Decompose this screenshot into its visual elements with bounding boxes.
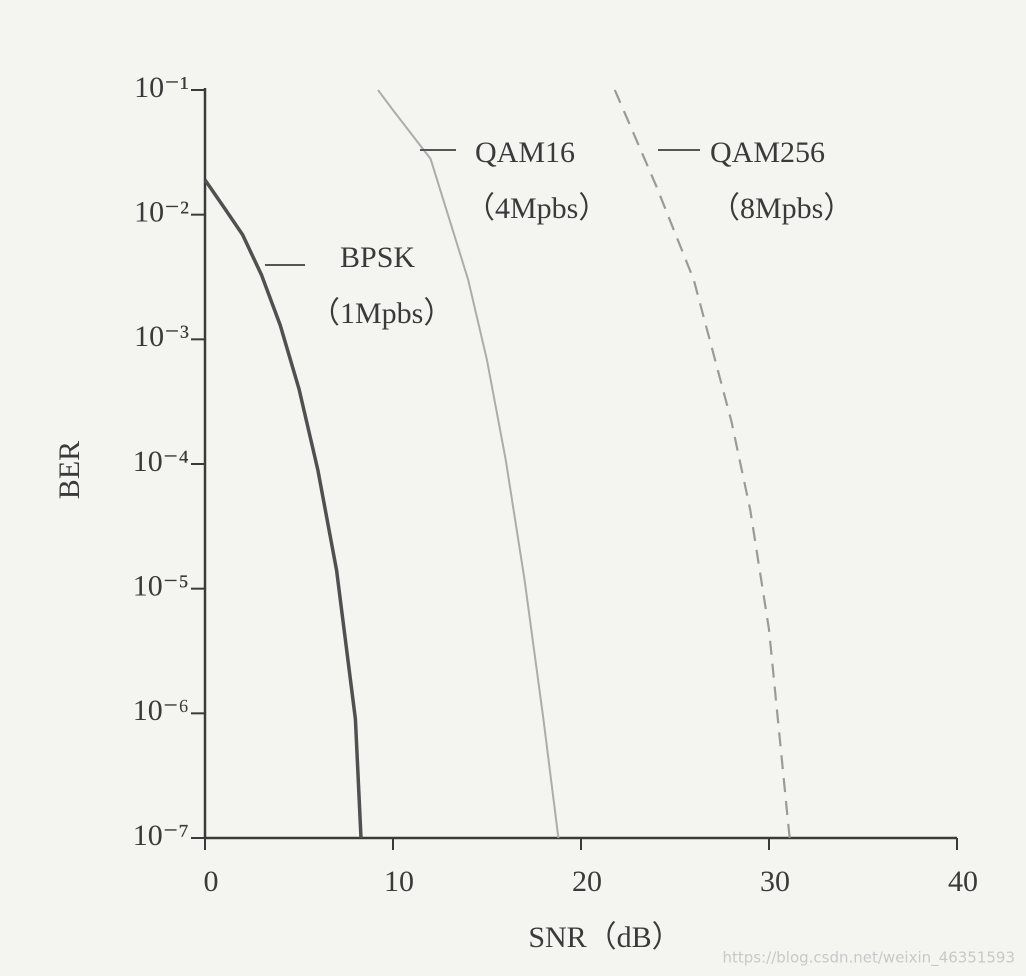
- y-tick-label: 10⁻⁷: [133, 819, 189, 852]
- y-axis-label: BER: [53, 441, 86, 499]
- series-label: QAM256: [710, 136, 825, 169]
- watermark: https://blog.csdn.net/weixin_46351593: [722, 949, 1015, 968]
- x-tick-label: 0: [204, 865, 219, 898]
- series-detail: （1Mpbs）: [310, 297, 453, 330]
- x-tick-label: 30: [760, 865, 790, 898]
- y-tick-label: 10⁻⁵: [133, 570, 189, 603]
- x-axis-label: SNR（dB）: [528, 921, 681, 954]
- series-detail: （8Mpbs）: [710, 192, 853, 225]
- x-tick-label: 20: [572, 865, 602, 898]
- x-tick-label: 10: [384, 865, 414, 898]
- series-label: BPSK: [340, 241, 415, 274]
- x-tick-label: 40: [948, 865, 978, 898]
- series-label: QAM16: [475, 136, 575, 169]
- series-line: [203, 178, 363, 839]
- y-tick-label: 10⁻³: [134, 320, 189, 353]
- y-tick-label: 10⁻²: [134, 196, 189, 229]
- series-detail: （4Mpbs）: [465, 192, 608, 225]
- series-line: [613, 89, 791, 839]
- y-tick-label: 10⁻¹: [134, 71, 189, 104]
- series-line: [377, 89, 560, 839]
- y-tick-label: 10⁻⁶: [133, 694, 189, 727]
- y-tick-label: 10⁻⁴: [133, 445, 189, 478]
